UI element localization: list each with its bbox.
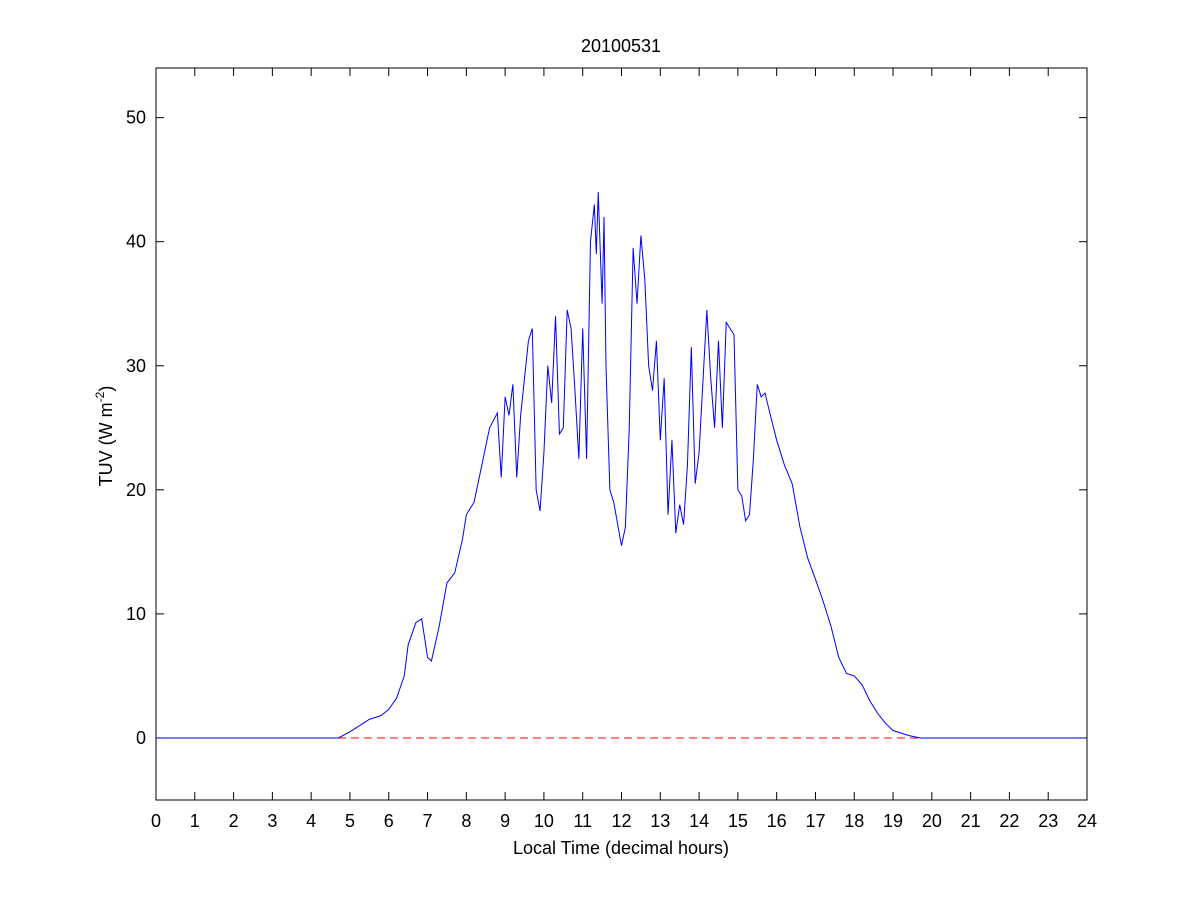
x-tick-label: 11 (573, 811, 592, 831)
y-tick-label: 50 (126, 108, 146, 128)
x-tick-label: 17 (805, 811, 825, 831)
y-axis-label: TUV (W m-2) (93, 386, 116, 487)
y-tick-label: 30 (126, 356, 146, 376)
y-tick-label: 40 (126, 232, 146, 252)
x-tick-label: 13 (650, 811, 670, 831)
y-tick-label: 0 (136, 728, 146, 748)
x-tick-label: 0 (151, 811, 161, 831)
chart-title: 20100531 (581, 36, 661, 56)
data-line (156, 192, 1087, 739)
x-tick-label: 12 (611, 811, 631, 831)
x-tick-label: 21 (961, 811, 981, 831)
x-tick-label: 1 (190, 811, 200, 831)
y-label-sup: -2 (93, 391, 107, 402)
x-tick-label: 22 (999, 811, 1019, 831)
x-tick-label: 2 (229, 811, 239, 831)
x-tick-label: 15 (728, 811, 748, 831)
x-tick-label: 19 (883, 811, 903, 831)
x-tick-label: 9 (500, 811, 510, 831)
y-label-main: TUV (W m (96, 402, 116, 486)
plot-frame (155, 67, 1088, 801)
y-label-end: ) (96, 386, 116, 392)
x-axis-label: Local Time (decimal hours) (513, 838, 729, 858)
x-tick-label: 10 (534, 811, 554, 831)
x-tick-label: 14 (689, 811, 709, 831)
y-tick-label: 20 (126, 480, 146, 500)
x-tick-label: 7 (423, 811, 433, 831)
x-tick-label: 23 (1038, 811, 1058, 831)
x-tick-label: 20 (922, 811, 942, 831)
x-tick-label: 3 (267, 811, 277, 831)
x-tick-label: 4 (306, 811, 316, 831)
x-tick-label: 24 (1077, 811, 1097, 831)
x-tick-label: 16 (767, 811, 787, 831)
x-tick-label: 18 (844, 811, 864, 831)
x-tick-label: 5 (345, 811, 355, 831)
y-tick-label: 10 (126, 604, 146, 624)
x-tick-label: 6 (384, 811, 394, 831)
x-tick-label: 8 (461, 811, 471, 831)
